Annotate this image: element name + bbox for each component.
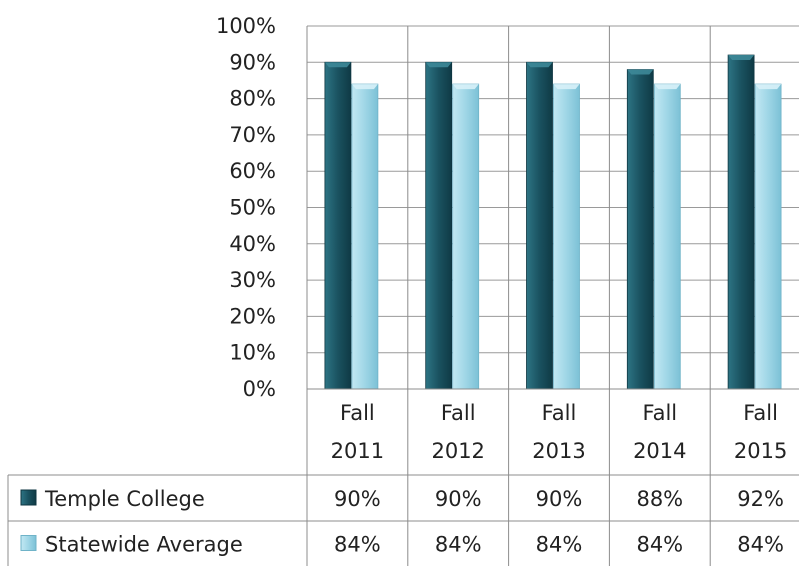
category-label: Fall (743, 401, 778, 425)
category-label: 2012 (431, 439, 484, 463)
series-name: Temple College (44, 487, 205, 511)
data-label: 84% (435, 533, 482, 557)
bar-statewide-average (452, 83, 480, 390)
bar-cap (627, 69, 654, 75)
data-label: 84% (737, 533, 784, 557)
bar-statewide-average (653, 83, 681, 390)
bar-cap (755, 84, 782, 90)
category-label: Fall (542, 401, 577, 425)
bar-cap (553, 84, 580, 90)
y-tick-label: 10% (229, 341, 276, 365)
bar-statewide-average (351, 83, 379, 390)
y-tick-label: 60% (229, 159, 276, 183)
legend-key-statewide-average (20, 535, 37, 551)
y-tick-label: 20% (229, 304, 276, 328)
bar-temple-college (526, 61, 553, 390)
bar-cap (425, 62, 452, 68)
y-tick-label: 70% (229, 123, 276, 147)
bar-temple-college (626, 69, 654, 390)
bar-temple-college (727, 54, 755, 390)
category-label: 2013 (532, 439, 585, 463)
category-label: 2014 (633, 439, 686, 463)
y-tick-label: 80% (229, 87, 276, 111)
y-tick-label: 100% (216, 14, 276, 38)
bar-statewide-average (754, 83, 782, 390)
data-label: 90% (536, 487, 583, 511)
bar-cap (526, 62, 553, 68)
data-label: 88% (636, 487, 683, 511)
data-label: 90% (334, 487, 381, 511)
category-label: Fall (441, 401, 476, 425)
data-label: 92% (737, 487, 784, 511)
y-tick-label: 30% (229, 268, 276, 292)
y-tick-label: 90% (229, 50, 276, 74)
bar-cap (324, 62, 351, 68)
category-label: 2011 (331, 439, 384, 463)
data-label: 84% (636, 533, 683, 557)
y-tick-label: 40% (229, 232, 276, 256)
legend-key-temple-college (20, 489, 37, 506)
bar-cap (351, 84, 378, 90)
data-label: 84% (334, 533, 381, 557)
bar-cap (654, 84, 681, 90)
category-label: Fall (642, 401, 677, 425)
data-label: 90% (435, 487, 482, 511)
category-label: Fall (340, 401, 375, 425)
category-label: 2015 (734, 439, 787, 463)
bar-temple-college (425, 61, 453, 390)
series-name: Statewide Average (45, 533, 243, 557)
bar-cap (728, 55, 755, 61)
bar-statewide-average (553, 83, 580, 390)
bar-temple-college (324, 61, 352, 390)
y-tick-label: 50% (229, 196, 276, 220)
y-tick-label: 0% (243, 377, 276, 401)
data-label: 84% (536, 533, 583, 557)
bar-cap (452, 84, 479, 90)
